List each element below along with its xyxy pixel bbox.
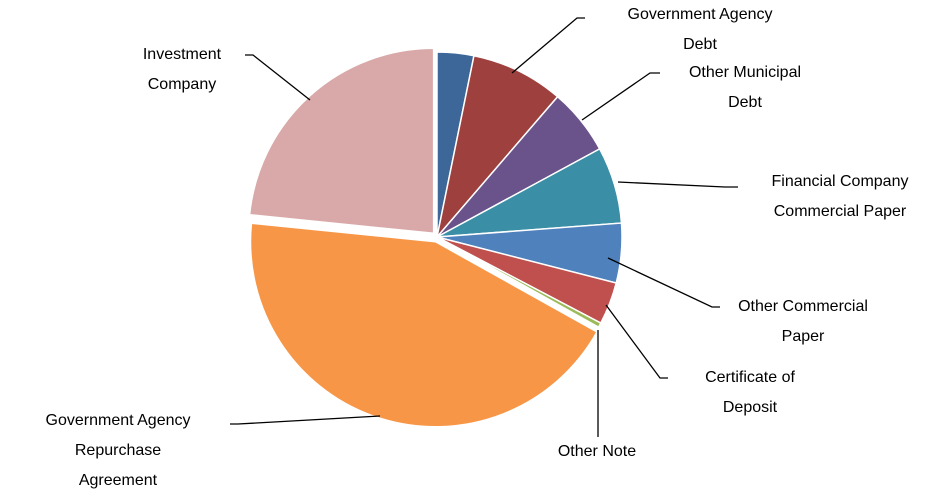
leader-line — [245, 54, 311, 101]
slice-label: Government Agency Debt — [627, 6, 773, 53]
leader-line — [607, 257, 720, 308]
slice-label: Other Commercial Paper — [738, 298, 868, 345]
leader-line — [617, 181, 738, 188]
slice-label: Government Agency Repurchase Agreement — [45, 412, 191, 489]
leader-line — [605, 304, 668, 379]
leader-line — [581, 72, 660, 121]
slice-label: Investment Company — [142, 46, 222, 93]
pie-slice — [248, 47, 435, 235]
pie-slice — [435, 54, 559, 240]
leader-line — [230, 415, 381, 425]
slice-label: Other Municipal Debt — [688, 64, 802, 111]
pie-slice — [249, 222, 599, 428]
slice-label: Certificate of Deposit — [705, 369, 795, 416]
pie-slice — [436, 236, 602, 329]
slice-label: Other Note — [557, 443, 637, 460]
leader-line — [511, 17, 585, 74]
slice-label: Financial Company Commercial Paper — [771, 173, 909, 220]
